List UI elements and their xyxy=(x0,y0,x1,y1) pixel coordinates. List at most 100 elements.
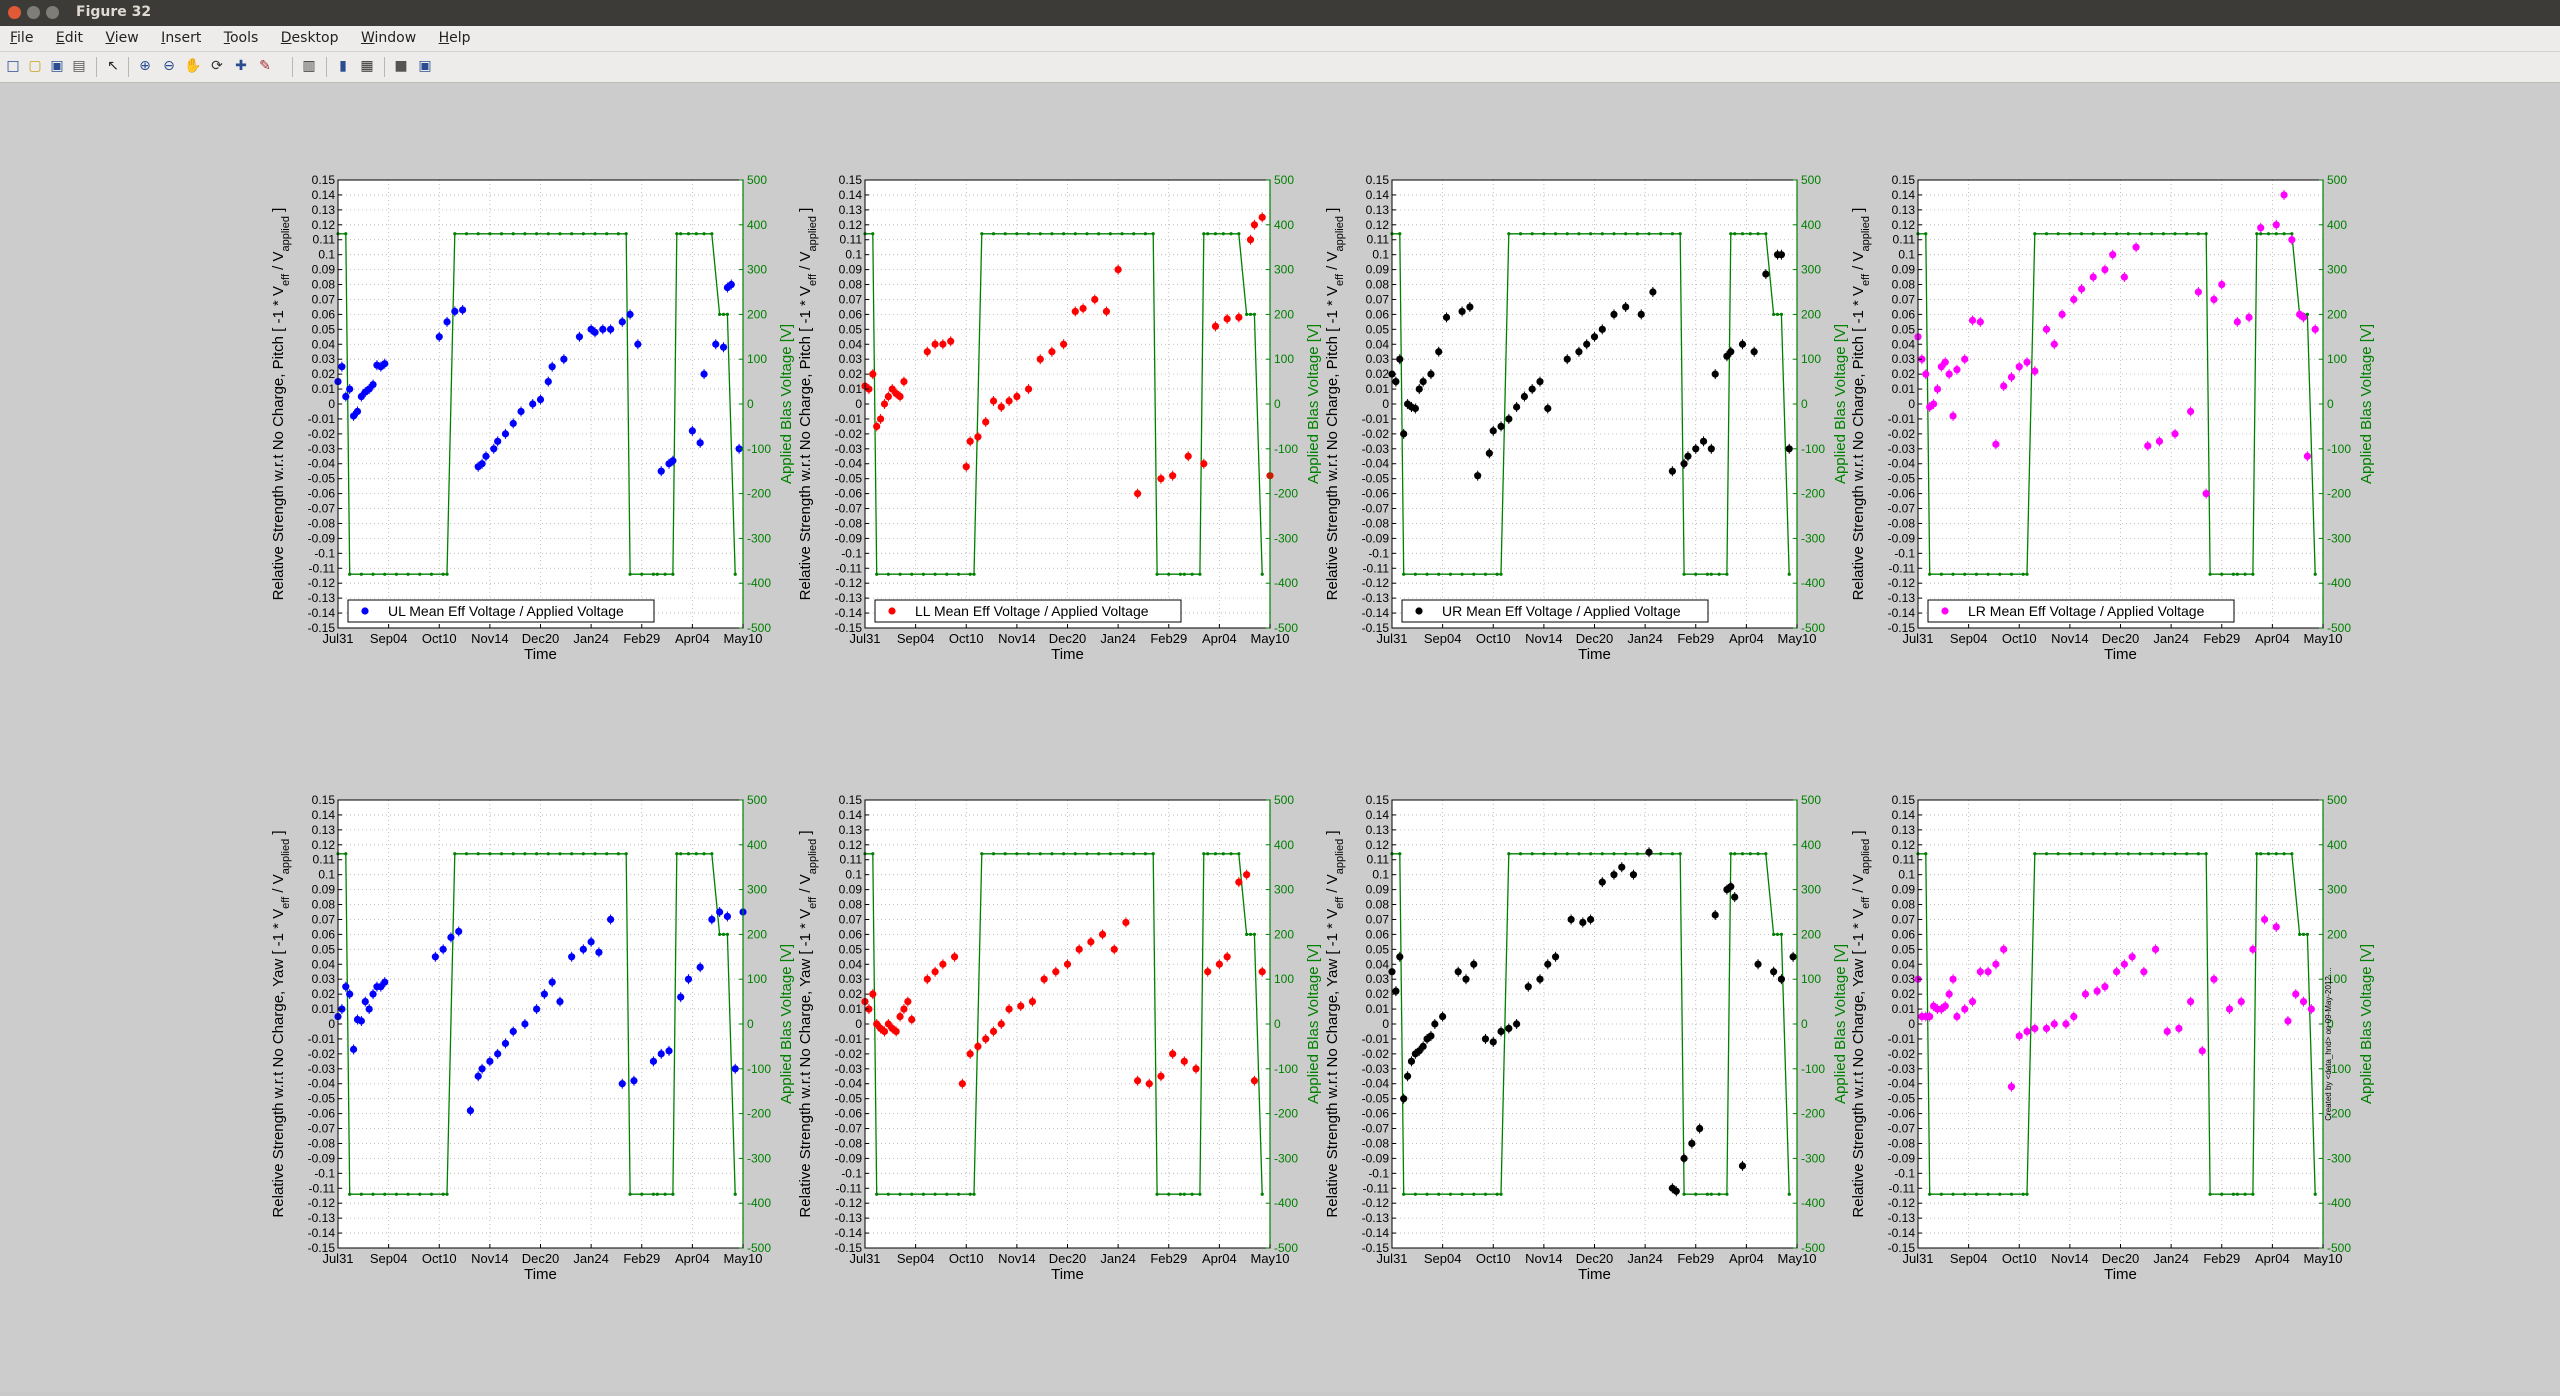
y2-tick-label: 0 xyxy=(1801,1017,1808,1031)
bias-voltage-point xyxy=(605,232,609,236)
y-tick-label: 0 xyxy=(328,397,335,411)
bias-voltage-point xyxy=(1974,572,1979,576)
menu-tools[interactable]: Tools xyxy=(223,30,259,46)
bias-voltage-point xyxy=(1460,1192,1464,1196)
y-tick-label: 0.12 xyxy=(312,218,336,232)
y2-axis-label: Applied Blas Voltage [V] xyxy=(1832,944,1849,1104)
link-plot-icon[interactable]: ▥ xyxy=(302,58,316,74)
data-point xyxy=(869,990,877,998)
bias-voltage-point xyxy=(1132,852,1136,856)
bias-voltage-point xyxy=(1659,852,1663,856)
menu-desktop[interactable]: Desktop xyxy=(280,30,339,46)
menu-file[interactable]: File xyxy=(10,30,34,46)
x-tick-label: Sep04 xyxy=(1424,631,1462,646)
x-tick-label: Jan24 xyxy=(1627,631,1662,646)
data-point xyxy=(1474,472,1482,480)
bias-voltage-point xyxy=(1015,852,1019,856)
data-point xyxy=(1071,307,1079,316)
data-point xyxy=(1400,430,1408,438)
brush-icon[interactable]: ✎ xyxy=(259,58,271,74)
colorbar-icon[interactable]: ▮ xyxy=(339,58,347,74)
rotate-3d-icon[interactable]: ⟳ xyxy=(211,58,223,74)
data-point xyxy=(2233,318,2241,326)
bias-voltage-point xyxy=(651,1192,656,1196)
bias-voltage-point xyxy=(1678,232,1682,236)
bias-voltage-point xyxy=(464,852,469,856)
bias-voltage-point xyxy=(476,232,480,236)
data-point xyxy=(684,975,693,983)
y2-tick-label: 300 xyxy=(1801,263,1821,277)
y2-tick-label: 400 xyxy=(1274,838,1294,852)
bias-voltage-point xyxy=(655,1192,659,1196)
data-point xyxy=(677,993,685,1001)
minimize-window-button[interactable] xyxy=(27,6,40,19)
pan-hand-icon[interactable]: ✋ xyxy=(184,58,202,74)
zoom-in-icon[interactable]: ⊕ xyxy=(139,58,151,74)
y-tick-label: -0.15 xyxy=(1888,621,1916,635)
bias-voltage-point xyxy=(1924,852,1928,856)
y-tick-label: -0.06 xyxy=(308,1107,336,1121)
data-point xyxy=(2093,987,2101,995)
y-tick-label: 0.15 xyxy=(1366,793,1390,807)
data-point xyxy=(1411,404,1419,413)
window-title: Figure 32 xyxy=(76,4,152,20)
y-tick-label: -0.14 xyxy=(835,1226,863,1240)
data-point xyxy=(556,998,564,1006)
bias-voltage-point xyxy=(1939,572,1943,576)
zoom-out-icon[interactable]: ⊖ xyxy=(163,58,175,74)
y2-tick-label: 500 xyxy=(747,793,767,807)
bias-voltage-point xyxy=(1772,312,1776,316)
menu-view[interactable]: View xyxy=(105,30,139,46)
bias-voltage-point xyxy=(1495,1192,1499,1196)
menu-edit[interactable]: Edit xyxy=(55,30,84,46)
bias-voltage-point xyxy=(511,852,515,856)
y-tick-label: 0.12 xyxy=(839,218,863,232)
open-file-icon[interactable]: ▢ xyxy=(28,58,42,74)
save-icon[interactable]: ▣ xyxy=(50,58,64,74)
y-tick-label: -0.07 xyxy=(1362,1122,1390,1136)
menu-window[interactable]: Window xyxy=(360,30,417,46)
bias-voltage-point xyxy=(686,232,691,236)
select-arrow-icon[interactable]: ↖ xyxy=(107,58,119,74)
x-tick-label: May10 xyxy=(1777,1251,1816,1266)
data-point xyxy=(591,328,599,336)
data-point xyxy=(1513,1020,1521,1028)
menu-insert[interactable]: Insert xyxy=(161,30,202,46)
data-point xyxy=(1235,878,1243,886)
y-tick-label: -0.1 xyxy=(1894,546,1915,560)
y-tick-label: -0.01 xyxy=(1362,412,1390,426)
show-plot-tools-icon[interactable]: ▣ xyxy=(418,58,432,74)
data-point xyxy=(2058,310,2066,318)
new-figure-icon[interactable]: □ xyxy=(6,58,20,74)
bias-voltage-point xyxy=(1974,1192,1979,1196)
bias-voltage-point xyxy=(2274,852,2278,856)
bias-voltage-point xyxy=(2033,232,2037,236)
close-window-button[interactable] xyxy=(8,6,21,19)
bias-voltage-point xyxy=(2091,852,2095,856)
bias-voltage-point xyxy=(1530,852,1534,856)
menu-help[interactable]: Help xyxy=(438,30,471,46)
maximize-window-button[interactable] xyxy=(46,6,59,19)
data-point xyxy=(2257,224,2265,232)
y2-tick-label: -100 xyxy=(2327,442,2351,456)
bias-voltage-point xyxy=(671,572,675,576)
print-icon[interactable]: ▤ xyxy=(72,58,86,74)
y2-tick-label: -400 xyxy=(1274,576,1298,590)
data-point xyxy=(1392,378,1400,386)
y2-axis-label: Applied Blas Voltage [V] xyxy=(2358,944,2375,1104)
data-point xyxy=(1400,1095,1408,1103)
legend-icon[interactable]: ▦ xyxy=(360,58,374,74)
y2-tick-label: -200 xyxy=(1274,1107,1298,1121)
data-cursor-icon[interactable]: ✚ xyxy=(235,58,247,74)
bias-voltage-point xyxy=(1705,1192,1710,1196)
bias-voltage-point xyxy=(344,232,348,236)
y2-tick-label: -400 xyxy=(1801,576,1825,590)
hide-plot-tools-icon[interactable]: ■ xyxy=(394,58,408,74)
legend-label: LR Mean Eff Voltage / Applied Voltage xyxy=(1968,603,2205,619)
y-tick-label: -0.06 xyxy=(835,487,863,501)
data-point xyxy=(1431,1020,1439,1028)
data-point xyxy=(1063,960,1072,968)
bias-voltage-point xyxy=(2313,572,2317,576)
y-tick-label: -0.15 xyxy=(1362,621,1390,635)
bias-voltage-point xyxy=(2185,232,2189,236)
